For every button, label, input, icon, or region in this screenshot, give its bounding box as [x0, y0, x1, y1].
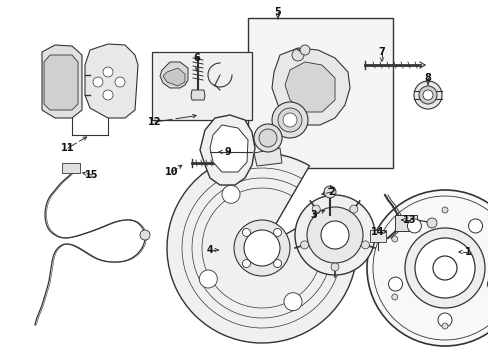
Polygon shape	[44, 55, 78, 110]
Polygon shape	[85, 44, 138, 118]
Text: 15: 15	[85, 170, 99, 180]
Circle shape	[222, 185, 240, 203]
Circle shape	[432, 256, 456, 280]
Polygon shape	[285, 62, 334, 112]
Polygon shape	[191, 90, 204, 100]
Text: 3: 3	[310, 210, 317, 220]
Bar	[62, 163, 80, 173]
Circle shape	[253, 124, 282, 152]
Circle shape	[404, 228, 484, 308]
Polygon shape	[200, 115, 254, 185]
Circle shape	[324, 186, 335, 198]
Circle shape	[199, 270, 217, 288]
Circle shape	[299, 45, 309, 55]
Circle shape	[278, 108, 302, 132]
Text: 2: 2	[328, 187, 335, 197]
Circle shape	[414, 238, 474, 298]
Text: 1: 1	[464, 247, 470, 257]
Circle shape	[291, 49, 304, 61]
Text: 4: 4	[206, 245, 213, 255]
Text: 14: 14	[370, 227, 384, 237]
Circle shape	[366, 190, 488, 346]
Circle shape	[115, 77, 125, 87]
Polygon shape	[209, 125, 247, 172]
Circle shape	[422, 90, 432, 100]
Text: 10: 10	[165, 167, 179, 177]
Circle shape	[271, 102, 307, 138]
Circle shape	[330, 263, 338, 271]
Circle shape	[93, 77, 103, 87]
Bar	[152, 52, 251, 120]
Circle shape	[300, 241, 308, 249]
Circle shape	[391, 294, 397, 300]
Circle shape	[306, 207, 362, 263]
Text: 5: 5	[274, 7, 281, 17]
Circle shape	[441, 323, 447, 329]
Circle shape	[320, 221, 348, 249]
Bar	[247, 18, 392, 168]
Circle shape	[418, 86, 436, 104]
Circle shape	[234, 220, 289, 276]
Circle shape	[388, 277, 402, 291]
Circle shape	[273, 260, 281, 267]
Text: 7: 7	[378, 47, 385, 57]
Circle shape	[311, 205, 320, 213]
Circle shape	[242, 260, 250, 267]
Text: 8: 8	[424, 73, 430, 83]
Wedge shape	[167, 153, 356, 343]
Circle shape	[283, 113, 296, 127]
Polygon shape	[253, 148, 282, 166]
Circle shape	[487, 277, 488, 291]
Polygon shape	[271, 48, 349, 125]
Circle shape	[284, 293, 302, 311]
Polygon shape	[163, 68, 184, 86]
Circle shape	[273, 229, 281, 237]
Circle shape	[437, 313, 451, 327]
Text: 9: 9	[224, 147, 231, 157]
Circle shape	[413, 81, 441, 109]
Circle shape	[468, 219, 482, 233]
Circle shape	[103, 67, 113, 77]
Circle shape	[259, 129, 276, 147]
Bar	[394, 215, 416, 231]
Circle shape	[391, 236, 397, 242]
Circle shape	[103, 90, 113, 100]
Circle shape	[426, 218, 436, 228]
Text: 11: 11	[61, 143, 75, 153]
Bar	[369, 230, 385, 242]
Text: 13: 13	[403, 215, 416, 225]
Polygon shape	[42, 45, 82, 118]
Circle shape	[349, 205, 357, 213]
Circle shape	[242, 229, 250, 237]
Circle shape	[407, 219, 421, 233]
Circle shape	[361, 241, 368, 249]
Circle shape	[294, 195, 374, 275]
Text: 6: 6	[193, 53, 200, 63]
Circle shape	[140, 230, 150, 240]
Circle shape	[441, 207, 447, 213]
Text: 12: 12	[148, 117, 162, 127]
Circle shape	[244, 230, 280, 266]
Polygon shape	[160, 62, 187, 88]
